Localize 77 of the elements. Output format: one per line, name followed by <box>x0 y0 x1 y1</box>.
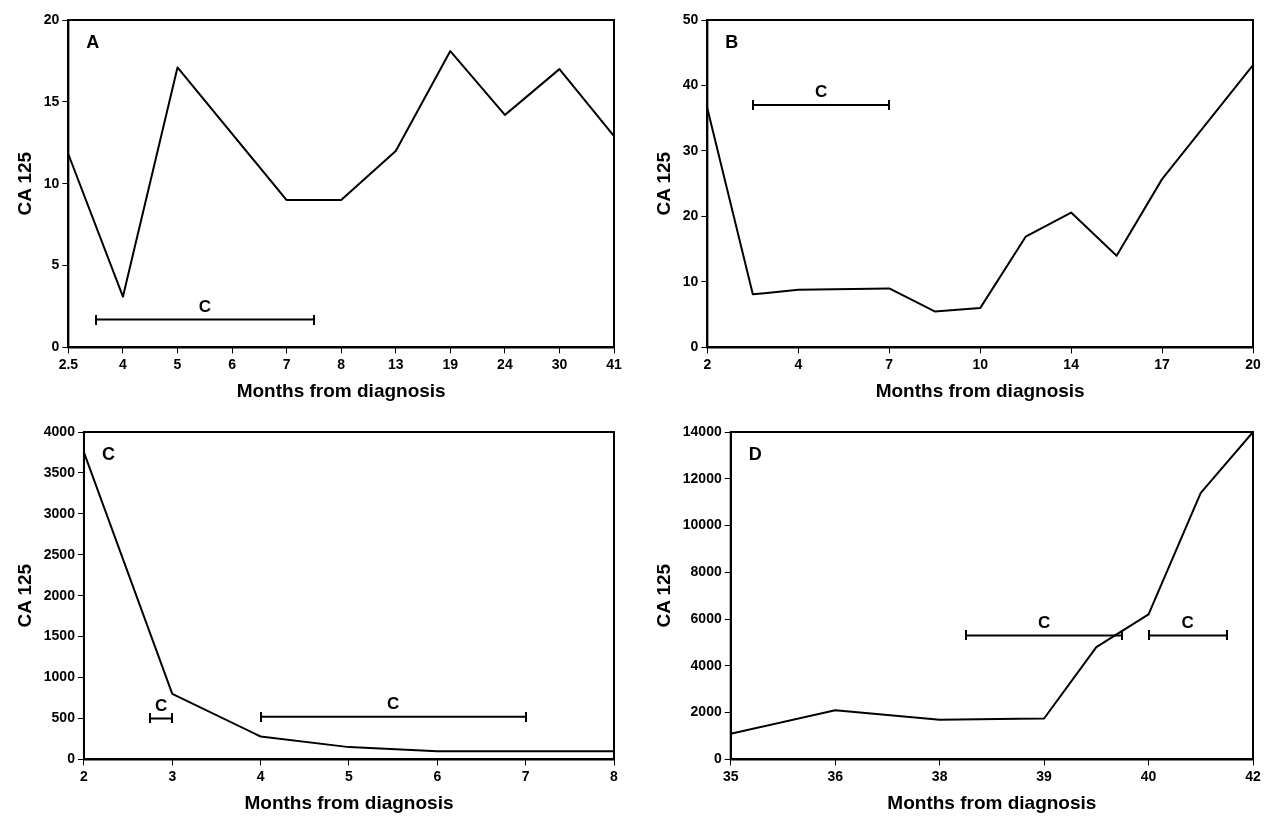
y-tick-label: 30 <box>682 141 699 158</box>
x-axis-title: Months from diagnosis <box>244 791 454 813</box>
x-tick-label: 39 <box>1036 767 1053 784</box>
x-tick-label: 2 <box>80 767 89 784</box>
x-tick-label: 20 <box>1245 355 1261 372</box>
y-axis-title: CA 125 <box>652 563 674 628</box>
y-tick-label: 3500 <box>43 463 76 480</box>
text: C <box>101 443 115 464</box>
x-tick-label: 6 <box>433 767 442 784</box>
y-tick-label: 3000 <box>43 504 76 521</box>
y-tick-label: 0 <box>67 750 76 767</box>
y-tick-label: 12000 <box>682 469 722 486</box>
series-label: C <box>1037 612 1051 632</box>
x-tick-label: 40 <box>1140 767 1157 784</box>
y-tick-label: 50 <box>682 10 699 27</box>
y-tick-label: 2500 <box>43 545 76 562</box>
x-tick-label: 7 <box>885 355 894 372</box>
x-tick-label: 42 <box>1245 767 1261 784</box>
y-axis-title: CA 125 <box>13 563 35 628</box>
x-tick-label: 14 <box>1063 355 1080 372</box>
text: B <box>725 31 739 52</box>
x-tick-label: 7 <box>282 355 291 372</box>
series-label: C <box>155 695 168 715</box>
y-tick-label: 1500 <box>43 627 76 644</box>
x-tick-label: 35 <box>722 767 739 784</box>
x-tick-label: 4 <box>256 767 265 784</box>
y-tick-label: 0 <box>51 338 60 355</box>
y-axis-title: CA 125 <box>13 151 35 216</box>
x-tick-label: 10 <box>972 355 989 372</box>
x-tick-label: 7 <box>521 767 530 784</box>
y-tick-label: 5 <box>51 256 60 273</box>
x-tick-label: 4 <box>794 355 803 372</box>
y-tick-label: 15 <box>43 92 60 109</box>
series-label: C <box>814 82 828 102</box>
x-axis-title: Months from diagnosis <box>887 791 1097 813</box>
x-tick-label: 30 <box>551 355 568 372</box>
x-tick-label: 8 <box>610 767 619 784</box>
y-tick-label: 1000 <box>43 668 76 685</box>
text: A <box>86 31 100 52</box>
x-tick-label: 6 <box>228 355 237 372</box>
y-tick-label: 0 <box>690 338 699 355</box>
y-tick-label: 20 <box>43 10 60 27</box>
y-tick-label: 14000 <box>682 422 722 439</box>
y-axis-title: CA 125 <box>652 151 674 216</box>
y-tick-label: 500 <box>51 709 76 726</box>
x-tick-label: 2 <box>703 355 712 372</box>
x-tick-label: 13 <box>387 355 404 372</box>
y-tick-label: 40 <box>682 76 699 93</box>
x-tick-label: 24 <box>497 355 513 372</box>
y-tick-label: 4000 <box>690 656 722 673</box>
series-label: C <box>387 694 400 714</box>
x-tick-label: 4 <box>119 355 128 372</box>
y-tick-label: 4000 <box>43 422 76 439</box>
x-tick-label: 38 <box>931 767 948 784</box>
y-tick-label: 10 <box>682 272 699 289</box>
y-tick-label: 2000 <box>690 703 722 720</box>
y-tick-label: 10000 <box>682 516 722 533</box>
y-tick-label: 8000 <box>690 563 722 580</box>
x-tick-label: 36 <box>827 767 844 784</box>
x-axis-title: Months from diagnosis <box>875 379 1085 401</box>
x-tick-label: 5 <box>173 355 182 372</box>
series-label: C <box>1181 612 1194 632</box>
y-tick-label: 2000 <box>43 586 76 603</box>
x-tick-label: 17 <box>1154 355 1171 372</box>
x-tick-label: 8 <box>337 355 346 372</box>
y-tick-label: 6000 <box>690 609 722 626</box>
text: D <box>748 443 762 464</box>
y-tick-label: 20 <box>682 207 699 224</box>
y-tick-label: 10 <box>43 174 60 191</box>
x-tick-label: 2.5 <box>58 355 79 372</box>
x-tick-label: 3 <box>168 767 177 784</box>
x-tick-label: 41 <box>606 355 622 372</box>
x-tick-label: 5 <box>345 767 354 784</box>
series-label: C <box>198 296 211 316</box>
x-axis-title: Months from diagnosis <box>236 379 446 401</box>
y-tick-label: 0 <box>713 750 722 767</box>
x-tick-label: 19 <box>442 355 459 372</box>
